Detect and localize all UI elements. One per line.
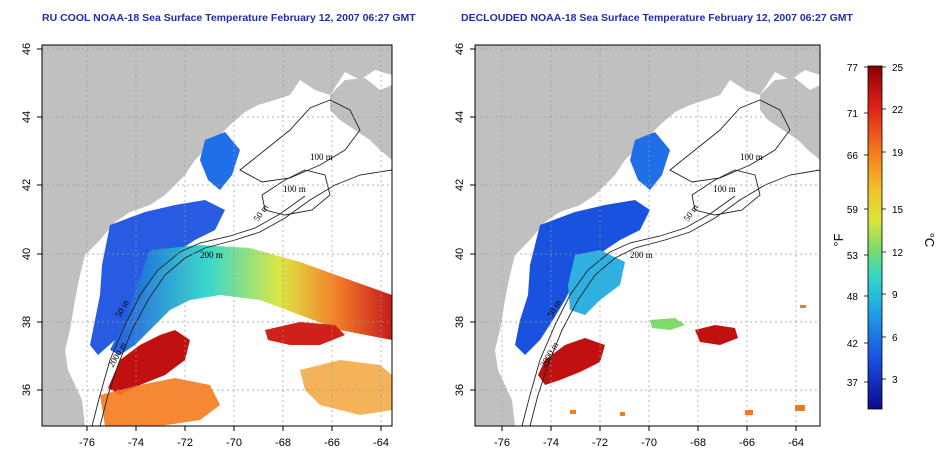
fahrenheit-tick: 71: [847, 109, 859, 120]
contour-label: 100 m: [283, 184, 306, 194]
fahrenheit-tick: 66: [847, 151, 859, 162]
sst-gulf-stream: [538, 338, 605, 385]
axis-ticks: [470, 48, 797, 431]
sst-scattered-warm: [570, 305, 806, 416]
lon-tick-label: -66: [739, 437, 755, 449]
bathymetry-contours: [521, 99, 820, 426]
lat-tick-label: 46: [454, 43, 466, 55]
graticule: [475, 45, 820, 426]
land-nova-scotia: [760, 78, 820, 160]
map-frame: [41, 44, 393, 427]
celsius-tick: 3: [892, 375, 898, 386]
lat-tick-label: 36: [21, 384, 33, 396]
sst-coastal-cold: [515, 200, 650, 355]
celsius-tick: 6: [892, 333, 898, 344]
lat-tick-label: 40: [21, 248, 33, 260]
fahrenheit-tick: 53: [847, 251, 859, 262]
celsius-tick: 9: [892, 290, 898, 301]
right-map-title: DECLOUDED NOAA-18 Sea Surface Temperatur…: [461, 12, 853, 24]
lon-tick-label: -66: [324, 437, 340, 449]
celsius-tick: 19: [892, 148, 904, 159]
celsius-tick: 22: [892, 105, 904, 116]
lat-tick-label: 46: [21, 43, 33, 55]
celsius-tick: 15: [892, 205, 904, 216]
contour-label: 100 m: [310, 152, 333, 162]
lat-tick-label: 44: [21, 111, 33, 123]
sst-southeast-warm: [300, 360, 392, 415]
sst-gulf-stream: [108, 330, 190, 395]
lat-tick-label: 36: [454, 384, 466, 396]
graticule: [42, 45, 392, 426]
lon-tick-label: -76: [79, 437, 95, 449]
land-mass: [42, 45, 392, 426]
lat-tick-label: 40: [454, 248, 466, 260]
map-frame: [474, 44, 821, 427]
lat-tick-label: 38: [454, 316, 466, 328]
colorbar-ticks: [864, 66, 886, 383]
lon-tick-label: -64: [788, 437, 804, 449]
lon-tick-label: -70: [641, 437, 657, 449]
sst-georges-bank: [630, 132, 670, 190]
lat-tick-label: 38: [21, 316, 33, 328]
raw-sst-map: 100 m 100 m 50 m 200 m 50 m 2000 m -76 -…: [21, 43, 393, 449]
celsius-unit-label: °C: [922, 233, 937, 248]
sst-shelf-warming: [110, 245, 392, 355]
fahrenheit-unit-label: °F: [831, 233, 846, 246]
sst-gulf-stream-east: [265, 322, 345, 345]
temperature-colorbar: 77 71 66 59 53 48 42 37 25 22 19 15 12 9…: [831, 63, 937, 410]
land-mass: [475, 45, 820, 426]
lat-tick-label: 42: [21, 179, 33, 191]
lon-tick-label: -68: [690, 437, 706, 449]
contour-label: 100 m: [740, 152, 763, 162]
lon-tick-label: -74: [128, 437, 144, 449]
celsius-tick: 12: [892, 248, 904, 259]
lon-tick-label: -72: [592, 437, 608, 449]
celsius-tick: 25: [892, 63, 904, 74]
lon-tick-label: -74: [543, 437, 559, 449]
sst-gulf-stream-east: [695, 325, 738, 345]
sst-coastal-cold: [90, 200, 225, 355]
lon-tick-label: -72: [177, 437, 193, 449]
sst-shelf-teal: [568, 250, 625, 315]
contour-label: 200 m: [630, 250, 653, 260]
contour-label: 200 m: [200, 250, 223, 260]
sst-south-warm: [100, 378, 220, 426]
fahrenheit-tick: 37: [847, 378, 859, 389]
sst-georges-bank: [200, 132, 240, 190]
axis-ticks: [37, 48, 382, 431]
colorbar-gradient: [867, 65, 883, 410]
lon-tick-label: -64: [373, 437, 389, 449]
bathymetry-contours: [91, 99, 392, 426]
lon-tick-label: -76: [494, 437, 510, 449]
fahrenheit-tick: 48: [847, 292, 859, 303]
fahrenheit-tick: 77: [847, 63, 859, 74]
fahrenheit-tick: 59: [847, 205, 859, 216]
land-nova-scotia: [330, 78, 392, 160]
lon-tick-label: -68: [275, 437, 291, 449]
declouded-sst-map: 100 m 100 m 50 m 200 m 50 m 2000 m -76 -…: [454, 43, 821, 449]
left-map-title: RU COOL NOAA-18 Sea Surface Temperature …: [42, 12, 416, 24]
lat-tick-label: 42: [454, 179, 466, 191]
contour-label: 100 m: [713, 184, 736, 194]
fahrenheit-tick: 42: [847, 339, 859, 350]
sst-green-patch: [650, 318, 685, 330]
lon-tick-label: -70: [226, 437, 242, 449]
lat-tick-label: 44: [454, 111, 466, 123]
